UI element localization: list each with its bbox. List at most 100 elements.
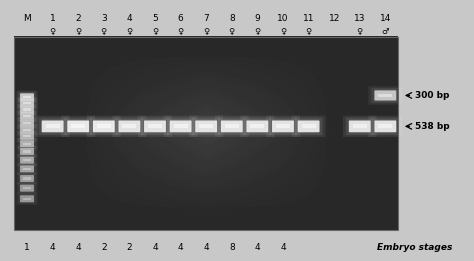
FancyBboxPatch shape xyxy=(295,117,322,135)
Text: 4: 4 xyxy=(280,244,286,252)
FancyBboxPatch shape xyxy=(240,116,274,137)
FancyBboxPatch shape xyxy=(346,117,374,135)
FancyBboxPatch shape xyxy=(116,117,143,135)
FancyBboxPatch shape xyxy=(195,120,217,133)
FancyBboxPatch shape xyxy=(20,195,34,202)
Bar xyxy=(250,124,264,128)
FancyBboxPatch shape xyxy=(20,120,34,126)
FancyBboxPatch shape xyxy=(20,126,34,134)
FancyBboxPatch shape xyxy=(18,104,36,115)
FancyBboxPatch shape xyxy=(18,98,36,108)
Text: ♀: ♀ xyxy=(178,27,183,36)
Bar xyxy=(301,124,316,128)
FancyBboxPatch shape xyxy=(272,121,294,132)
FancyBboxPatch shape xyxy=(246,121,268,132)
Text: ♀: ♀ xyxy=(229,27,235,36)
FancyBboxPatch shape xyxy=(20,99,34,106)
FancyBboxPatch shape xyxy=(138,116,172,137)
Text: 4: 4 xyxy=(50,244,55,252)
FancyBboxPatch shape xyxy=(17,91,37,103)
Text: 300 bp: 300 bp xyxy=(415,91,449,100)
FancyBboxPatch shape xyxy=(20,126,34,133)
FancyBboxPatch shape xyxy=(93,121,115,132)
Bar xyxy=(23,168,31,170)
Text: 8: 8 xyxy=(229,14,235,23)
Text: Embryo stages: Embryo stages xyxy=(377,244,453,252)
FancyBboxPatch shape xyxy=(18,183,36,193)
Text: 4: 4 xyxy=(255,244,260,252)
Text: 9: 9 xyxy=(255,14,260,23)
Bar xyxy=(14,37,398,230)
FancyBboxPatch shape xyxy=(170,121,191,132)
Text: ♀: ♀ xyxy=(50,27,55,36)
FancyBboxPatch shape xyxy=(36,116,70,137)
FancyBboxPatch shape xyxy=(20,119,34,127)
FancyBboxPatch shape xyxy=(20,174,34,182)
Bar xyxy=(23,198,31,200)
Text: 3: 3 xyxy=(101,14,107,23)
FancyBboxPatch shape xyxy=(18,111,36,121)
FancyBboxPatch shape xyxy=(87,116,121,137)
FancyBboxPatch shape xyxy=(42,120,64,133)
Bar xyxy=(23,96,31,98)
Text: 2: 2 xyxy=(75,14,81,23)
Bar xyxy=(225,124,239,128)
FancyBboxPatch shape xyxy=(141,117,169,135)
Bar xyxy=(46,124,60,128)
FancyBboxPatch shape xyxy=(18,164,36,174)
FancyBboxPatch shape xyxy=(221,121,243,132)
FancyBboxPatch shape xyxy=(374,121,396,132)
FancyBboxPatch shape xyxy=(17,138,37,150)
Bar xyxy=(378,94,392,97)
FancyBboxPatch shape xyxy=(18,92,36,102)
Text: 10: 10 xyxy=(277,14,289,23)
FancyBboxPatch shape xyxy=(17,130,37,143)
FancyBboxPatch shape xyxy=(368,86,402,105)
Text: 1: 1 xyxy=(24,244,30,252)
FancyBboxPatch shape xyxy=(20,184,34,192)
FancyBboxPatch shape xyxy=(167,117,194,135)
FancyBboxPatch shape xyxy=(20,105,34,114)
FancyBboxPatch shape xyxy=(20,148,34,155)
Text: 12: 12 xyxy=(328,14,340,23)
FancyBboxPatch shape xyxy=(17,97,37,109)
Text: 7: 7 xyxy=(203,14,209,23)
FancyBboxPatch shape xyxy=(218,117,246,135)
FancyBboxPatch shape xyxy=(118,120,140,133)
FancyBboxPatch shape xyxy=(343,116,377,137)
Bar xyxy=(23,159,31,161)
Bar xyxy=(23,122,31,124)
Text: 4: 4 xyxy=(127,14,132,23)
Text: ♀: ♀ xyxy=(152,27,158,36)
Bar xyxy=(173,124,188,128)
FancyBboxPatch shape xyxy=(112,116,146,137)
Text: 4: 4 xyxy=(75,244,81,252)
FancyBboxPatch shape xyxy=(18,139,36,149)
FancyBboxPatch shape xyxy=(20,112,34,120)
FancyBboxPatch shape xyxy=(246,120,268,133)
FancyBboxPatch shape xyxy=(90,117,118,135)
FancyBboxPatch shape xyxy=(372,117,399,135)
Bar xyxy=(23,177,31,180)
FancyBboxPatch shape xyxy=(20,132,34,140)
Text: 4: 4 xyxy=(178,244,183,252)
FancyBboxPatch shape xyxy=(18,173,36,183)
FancyBboxPatch shape xyxy=(298,121,319,132)
Text: 8: 8 xyxy=(229,244,235,252)
Text: 2: 2 xyxy=(127,244,132,252)
FancyBboxPatch shape xyxy=(244,117,271,135)
Text: 4: 4 xyxy=(203,244,209,252)
Text: M: M xyxy=(23,14,31,23)
Text: ♀: ♀ xyxy=(75,27,81,36)
Text: ♀: ♀ xyxy=(280,27,286,36)
FancyBboxPatch shape xyxy=(164,116,198,137)
FancyBboxPatch shape xyxy=(18,194,36,204)
Bar xyxy=(353,124,367,128)
Bar xyxy=(276,124,290,128)
FancyBboxPatch shape xyxy=(374,90,396,101)
FancyBboxPatch shape xyxy=(20,157,34,164)
FancyBboxPatch shape xyxy=(20,185,34,192)
FancyBboxPatch shape xyxy=(20,156,34,164)
FancyBboxPatch shape xyxy=(189,116,223,137)
FancyBboxPatch shape xyxy=(292,116,326,137)
